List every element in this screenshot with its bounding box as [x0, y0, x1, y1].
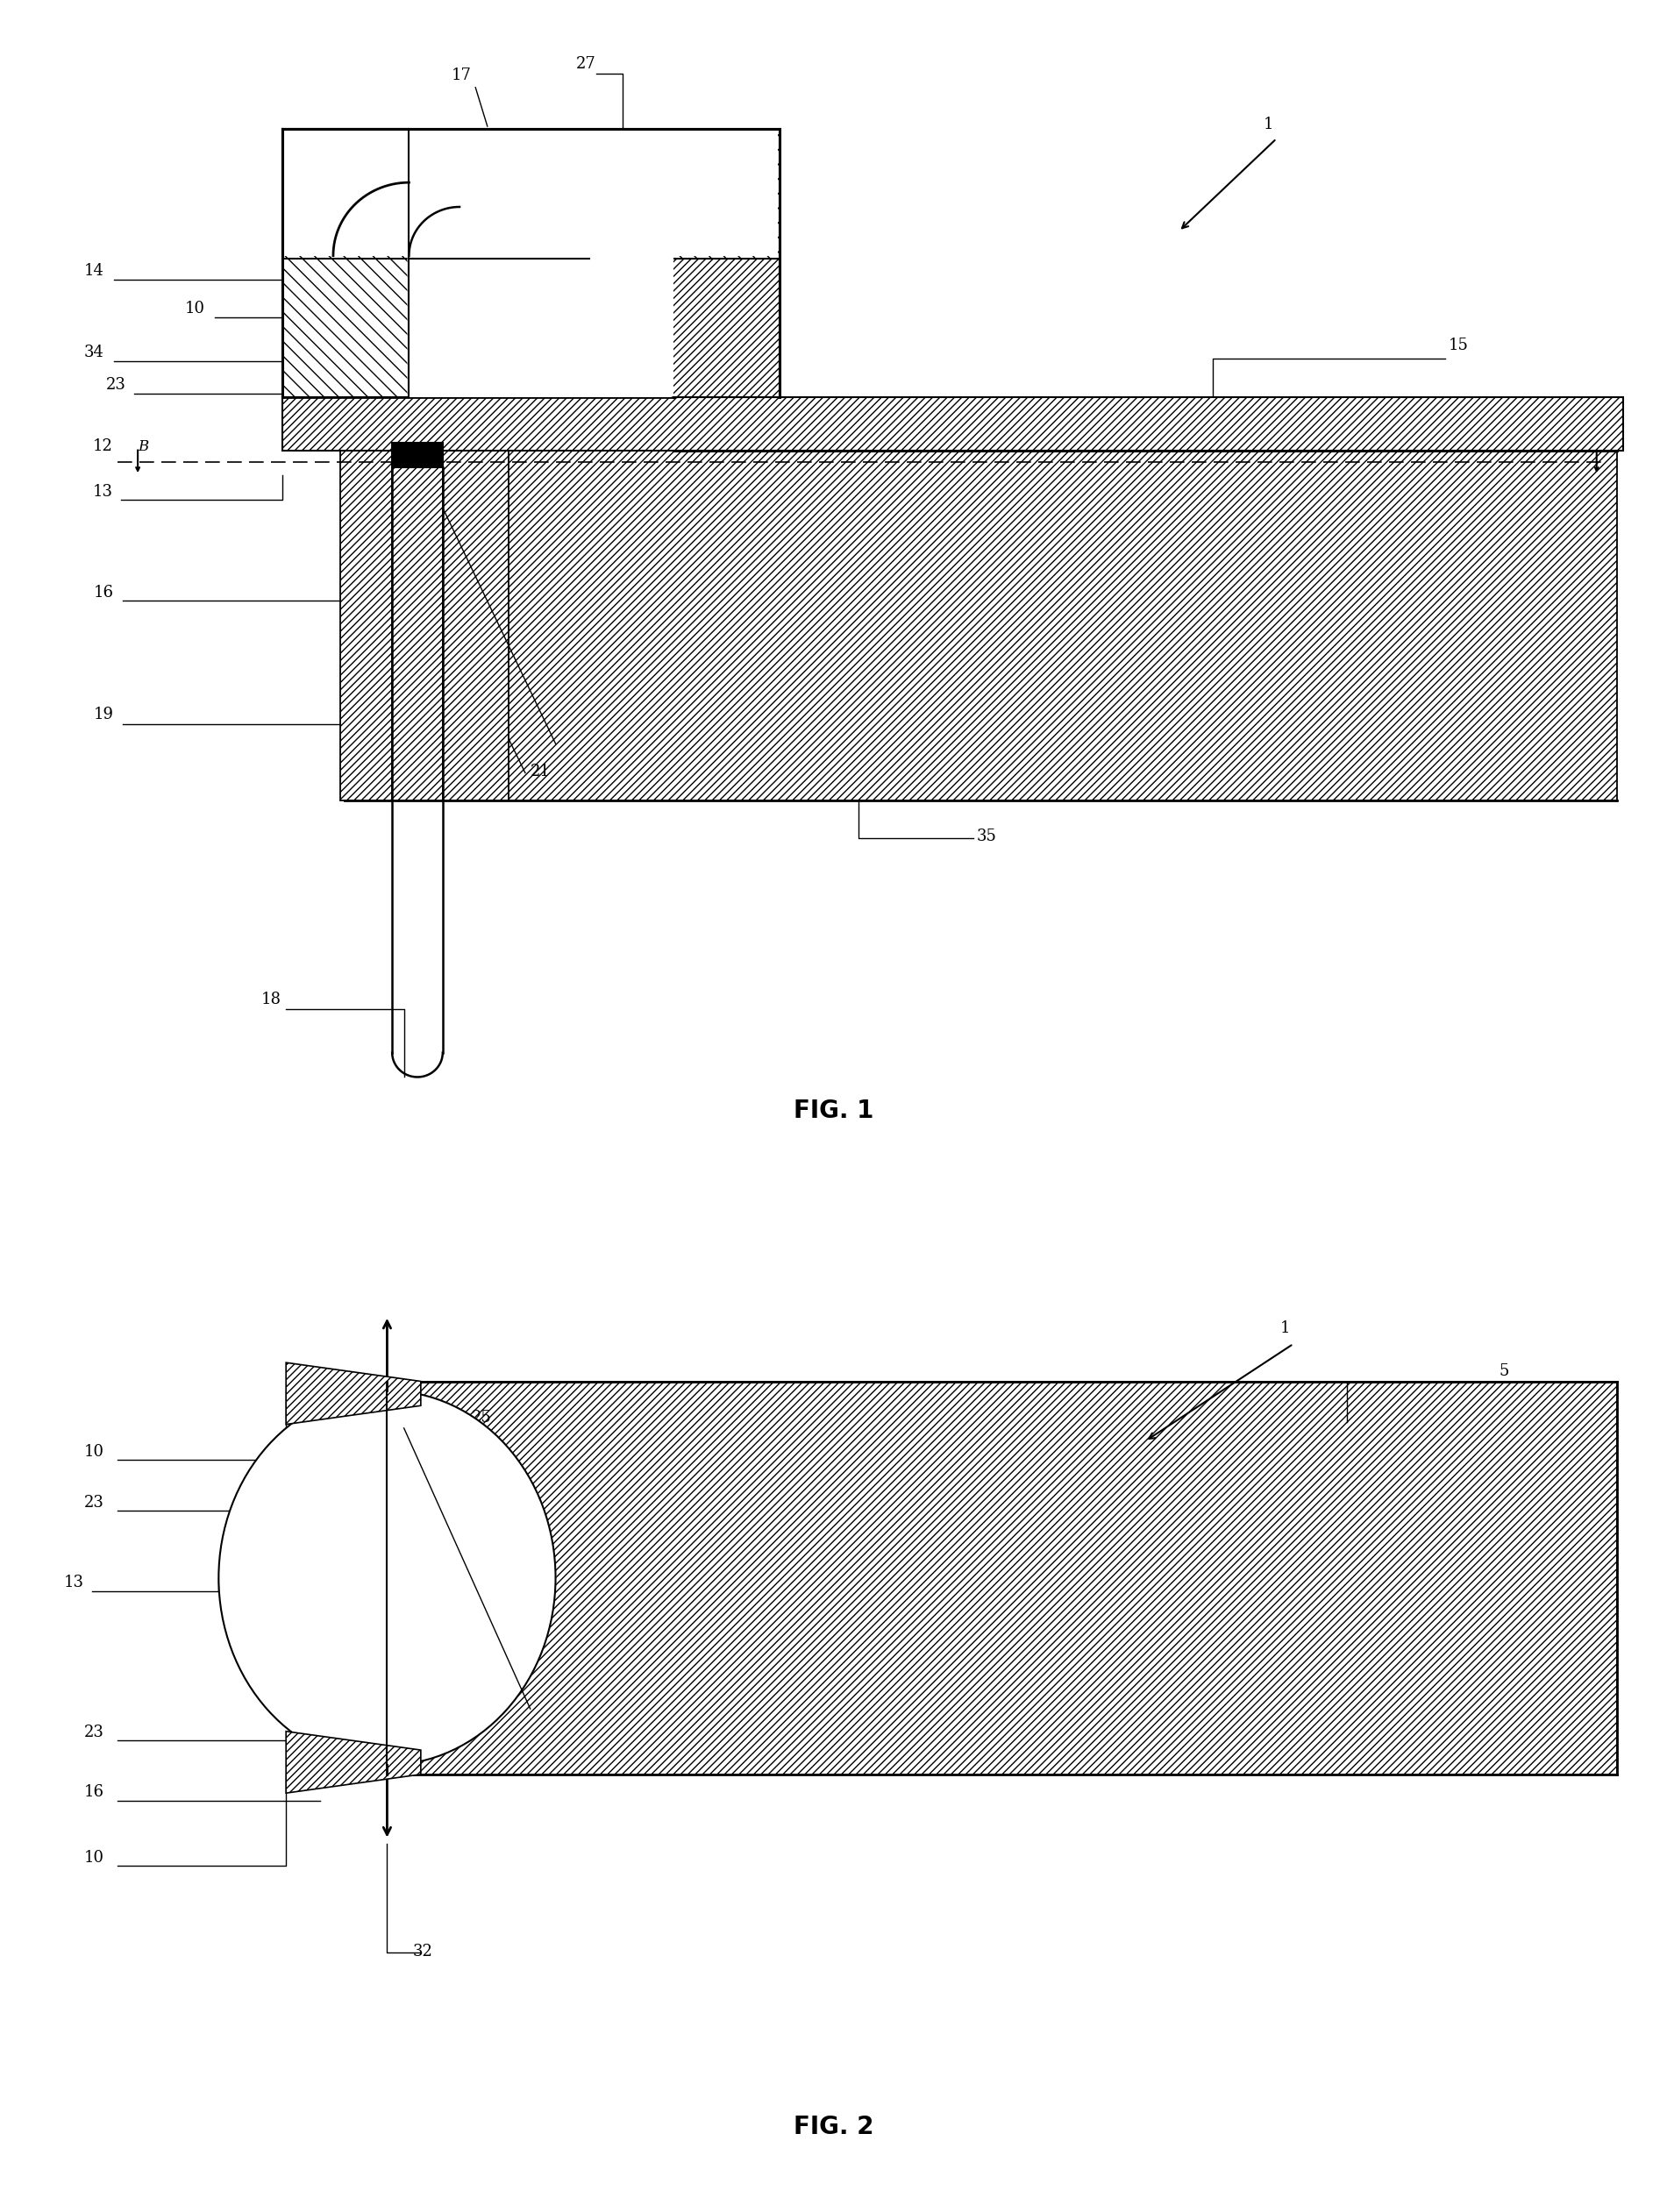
Text: 13: 13	[63, 1575, 83, 1590]
Text: 17: 17	[452, 69, 472, 84]
FancyBboxPatch shape	[407, 257, 673, 398]
Bar	[387, 1380, 1617, 1774]
Bar	[285, 131, 778, 257]
Text: 25: 25	[472, 1411, 492, 1427]
Text: 1: 1	[1280, 1321, 1290, 1336]
Text: 15: 15	[1449, 338, 1469, 354]
Bar	[283, 128, 408, 398]
Bar	[285, 131, 778, 257]
Text: FIG. 2: FIG. 2	[793, 2115, 874, 2139]
Bar	[283, 398, 1624, 451]
Text: 16: 16	[83, 1785, 103, 1801]
Text: 12: 12	[92, 438, 112, 453]
Text: 19: 19	[93, 708, 113, 723]
Bar	[345, 451, 1617, 801]
Circle shape	[218, 1391, 555, 1765]
Text: B: B	[138, 440, 148, 453]
Text: 21: 21	[530, 763, 550, 779]
Text: 16: 16	[93, 584, 113, 602]
Bar	[408, 257, 662, 398]
Text: 32: 32	[412, 1944, 432, 1960]
Text: FIG. 1: FIG. 1	[793, 1099, 874, 1124]
Bar	[588, 259, 780, 398]
Text: 34: 34	[83, 345, 103, 361]
Text: 10: 10	[83, 1444, 103, 1460]
Polygon shape	[287, 1363, 420, 1425]
Bar	[392, 442, 443, 467]
Text: 29: 29	[707, 276, 727, 292]
Text: 18: 18	[260, 991, 282, 1006]
Text: 5: 5	[1499, 1363, 1509, 1380]
Text: 23: 23	[83, 1725, 103, 1741]
Text: 10: 10	[185, 301, 205, 316]
Circle shape	[375, 1564, 398, 1590]
Text: 23: 23	[105, 376, 125, 392]
Polygon shape	[287, 1732, 420, 1794]
Text: B': B'	[1580, 440, 1595, 453]
Bar	[340, 451, 508, 801]
Text: 27: 27	[575, 55, 595, 73]
Text: 23: 23	[83, 1495, 103, 1511]
Text: 13: 13	[92, 484, 112, 500]
Bar	[283, 128, 780, 259]
Text: 35: 35	[977, 830, 997, 845]
Text: 10: 10	[83, 1849, 103, 1867]
Text: 14: 14	[83, 263, 103, 279]
Text: 1: 1	[1264, 117, 1274, 133]
